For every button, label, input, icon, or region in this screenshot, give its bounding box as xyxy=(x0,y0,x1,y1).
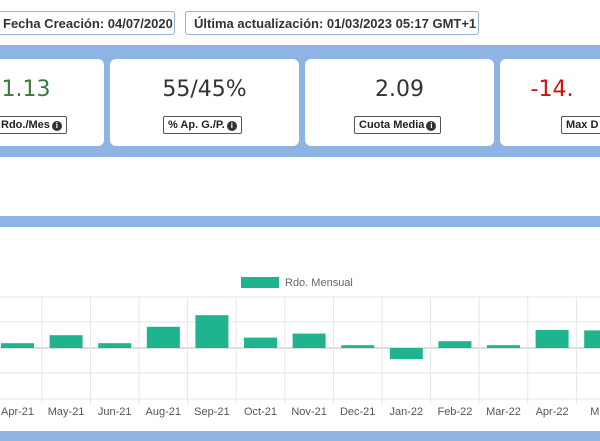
x-tick-label: Mar-22 xyxy=(486,406,521,418)
stat-label-text: Max D xyxy=(566,119,599,131)
stat-label-text: Cuota Media xyxy=(359,119,425,131)
last-update-box: Última actualización: 01/03/2023 05:17 G… xyxy=(185,11,479,35)
bar xyxy=(49,335,83,348)
bar xyxy=(535,330,569,348)
x-tick-label: Sep-21 xyxy=(194,406,229,418)
legend-label: Rdo. Mensual xyxy=(285,277,353,289)
stat-label-text: Rdo./Mes xyxy=(1,119,50,131)
bar xyxy=(244,337,277,348)
stat-label-ap-gp[interactable]: % Ap. G./P. i xyxy=(163,116,242,134)
bar xyxy=(195,315,229,348)
bar xyxy=(146,326,180,348)
stat-label-text: % Ap. G./P. xyxy=(168,119,225,131)
last-update-text: Última actualización: 01/03/2023 05:17 G… xyxy=(194,16,477,31)
x-tick-label: Apr-21 xyxy=(1,406,34,418)
x-tick-label: Jan-22 xyxy=(389,406,423,418)
section-divider xyxy=(0,216,600,227)
stat-label-cuota-media[interactable]: Cuota Media i xyxy=(354,116,442,134)
stat-value: 55/45% xyxy=(162,77,247,102)
legend-swatch xyxy=(241,277,279,288)
x-tick-label: May xyxy=(590,406,600,418)
bottom-band xyxy=(0,431,600,441)
bar xyxy=(341,345,375,348)
stat-value: 2.09 xyxy=(375,77,424,102)
x-tick-label: Apr-22 xyxy=(536,406,569,418)
info-icon[interactable]: i xyxy=(51,121,62,131)
stat-label-rdo-mes[interactable]: Rdo./Mes i xyxy=(0,116,67,134)
x-tick-label: Aug-21 xyxy=(146,406,181,418)
x-tick-label: Dec-21 xyxy=(340,406,375,418)
x-tick-label: Jun-21 xyxy=(98,406,132,418)
info-icon[interactable]: i xyxy=(226,121,237,131)
info-icon[interactable]: i xyxy=(426,121,437,131)
creation-date-box: Fecha Creación: 04/07/2020 xyxy=(0,11,175,35)
creation-date-text: Fecha Creación: 04/07/2020 xyxy=(3,16,173,31)
bar xyxy=(438,341,472,348)
stat-label-max-d[interactable]: Max D xyxy=(561,116,600,134)
bar xyxy=(487,345,520,348)
bar xyxy=(389,348,423,360)
stat-value: -14. xyxy=(530,77,574,102)
x-tick-label: Feb-22 xyxy=(437,406,472,418)
bar xyxy=(584,330,600,348)
stat-value: 1.13 xyxy=(1,77,51,102)
x-tick-label: May-21 xyxy=(48,406,85,418)
stat-card-ap-gp: 55/45% xyxy=(110,59,299,146)
bar xyxy=(292,333,326,348)
x-tick-label: Nov-21 xyxy=(291,406,326,418)
monthly-result-chart: Rdo. Mensual Apr-21 May-21 Jun-21 Aug-21 Sep-… xyxy=(0,277,600,418)
x-tick-label: Oct-21 xyxy=(244,406,277,418)
bar xyxy=(98,343,132,348)
bar xyxy=(1,343,34,348)
